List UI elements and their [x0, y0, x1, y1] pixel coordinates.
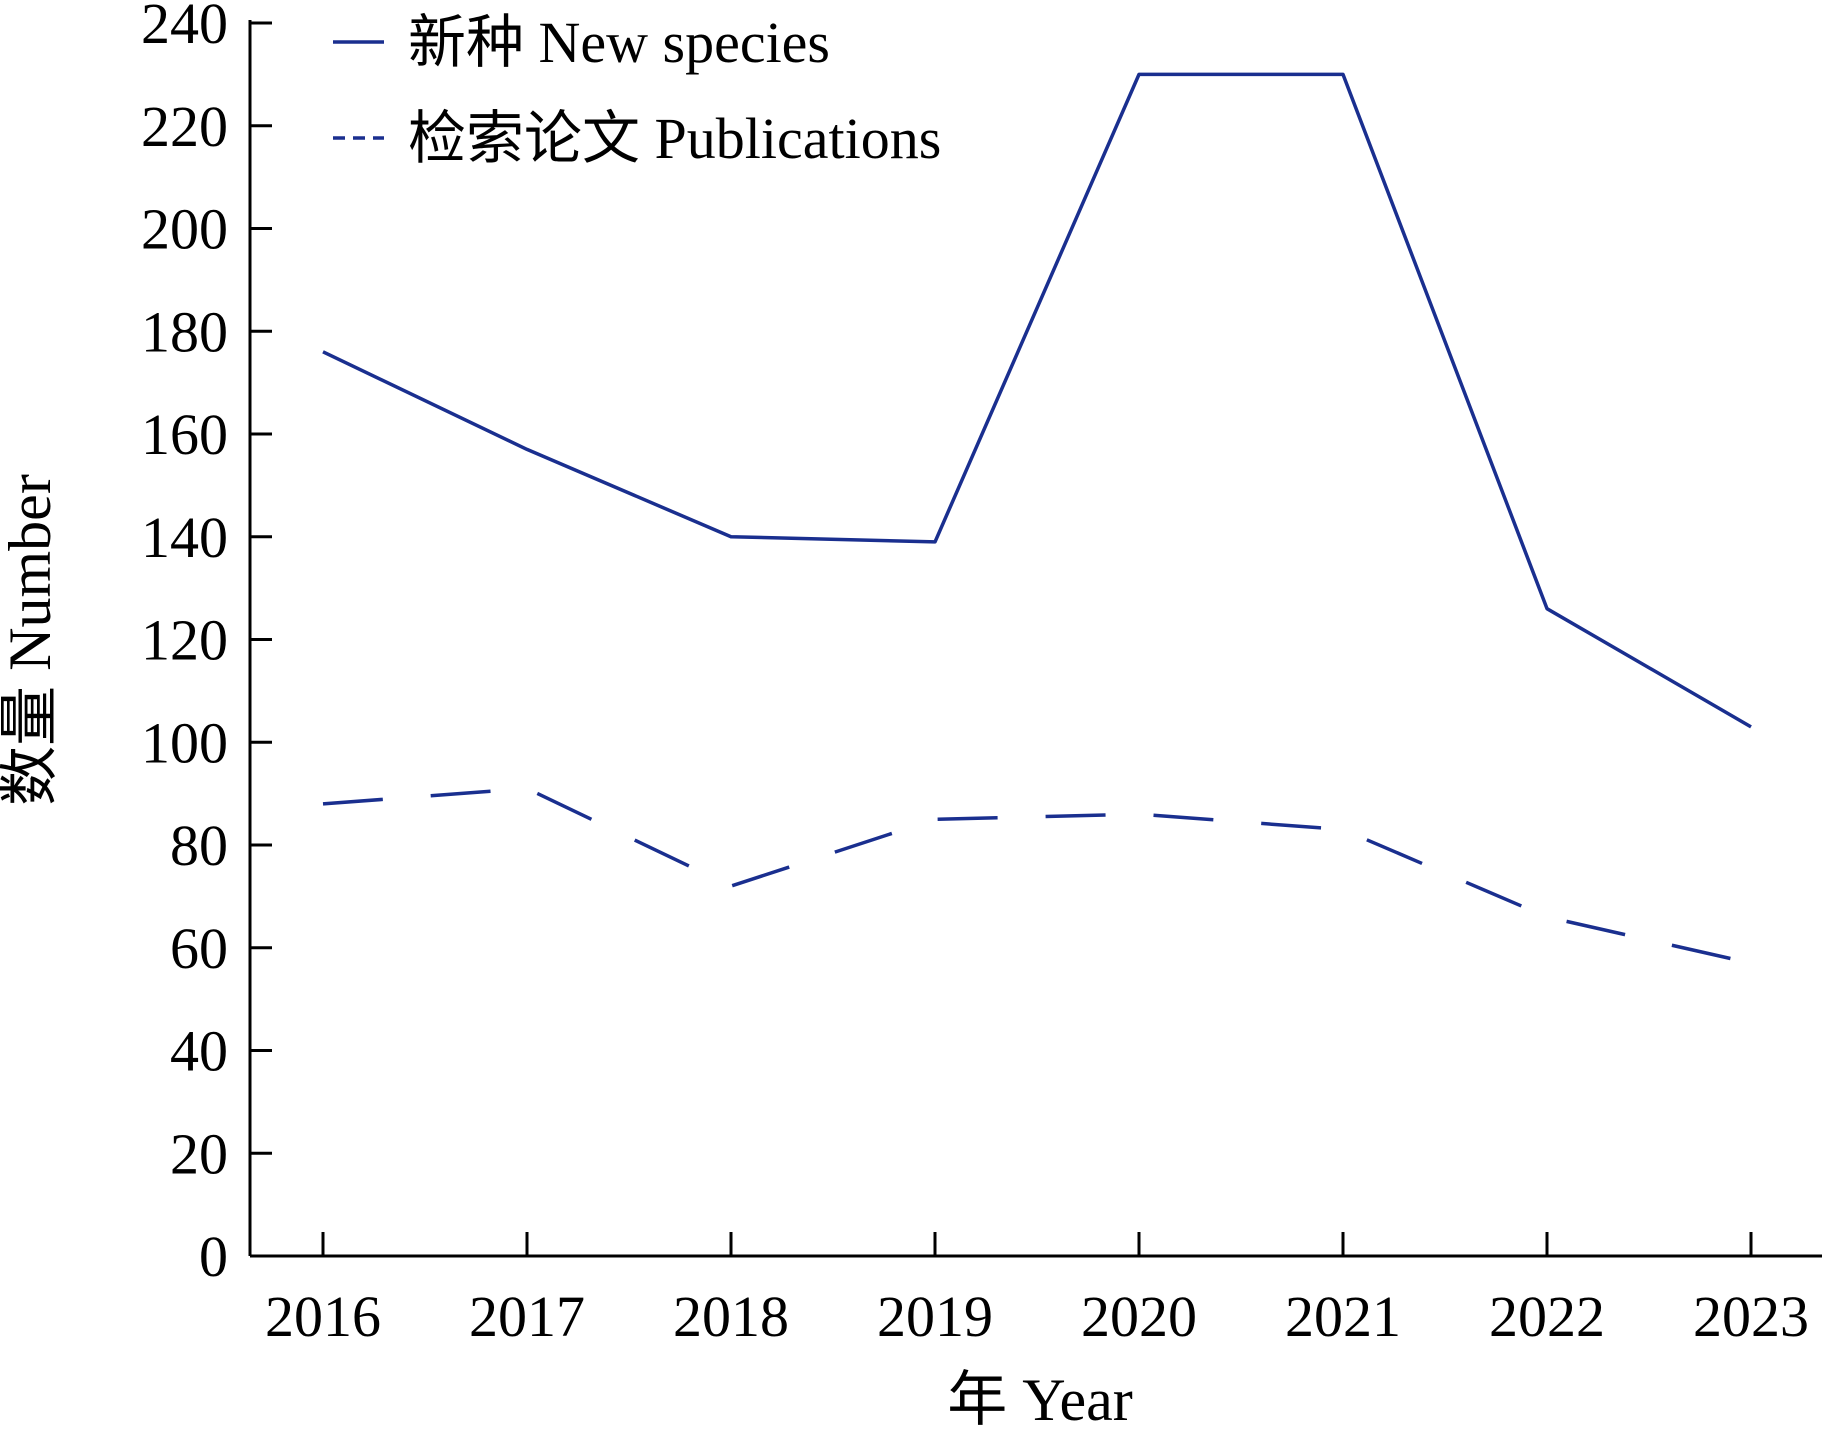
legend-label: 新种 New species — [408, 10, 830, 75]
y-tick-label: 20 — [170, 1121, 228, 1186]
y-tick-label: 140 — [141, 505, 228, 570]
y-tick-label: 240 — [141, 0, 228, 56]
y-tick-label: 120 — [141, 608, 228, 673]
y-axis-label: 数量 Number — [0, 474, 63, 806]
y-tick-label: 80 — [170, 813, 228, 878]
x-axis-label: 年 Year — [947, 1367, 1133, 1433]
y-tick-label: 160 — [141, 402, 228, 467]
y-tick-label: 100 — [141, 710, 228, 775]
legend-label: 检索论文 Publications — [408, 106, 941, 171]
y-tick-label: 220 — [141, 94, 228, 159]
y-tick-label: 60 — [170, 916, 228, 981]
y-tick-label: 180 — [141, 299, 228, 364]
legend: 新种 New species 检索论文 Publications — [333, 10, 941, 171]
axes — [248, 20, 1822, 1258]
x-tick-label: 2018 — [673, 1284, 789, 1349]
x-tick-label: 2021 — [1285, 1284, 1401, 1349]
x-ticks: 2016 2017 2018 2019 2020 2021 2022 2023 — [265, 1232, 1809, 1349]
x-tick-label: 2019 — [877, 1284, 993, 1349]
x-tick-label: 2016 — [265, 1284, 381, 1349]
x-tick-label: 2022 — [1489, 1284, 1605, 1349]
x-tick-label: 2023 — [1693, 1284, 1809, 1349]
x-tick-label: 2017 — [469, 1284, 585, 1349]
y-tick-label: 0 — [199, 1224, 228, 1289]
y-tick-label: 40 — [170, 1019, 228, 1084]
y-ticks: 0 20 40 60 80 100 120 140 160 180 200 220 240 — [141, 0, 272, 1289]
series-line-publications — [322, 786, 1752, 965]
x-tick-label: 2020 — [1081, 1284, 1197, 1349]
series-line-new-species — [322, 72, 1752, 729]
y-tick-label: 200 — [141, 197, 228, 262]
series-lines — [322, 72, 1752, 965]
